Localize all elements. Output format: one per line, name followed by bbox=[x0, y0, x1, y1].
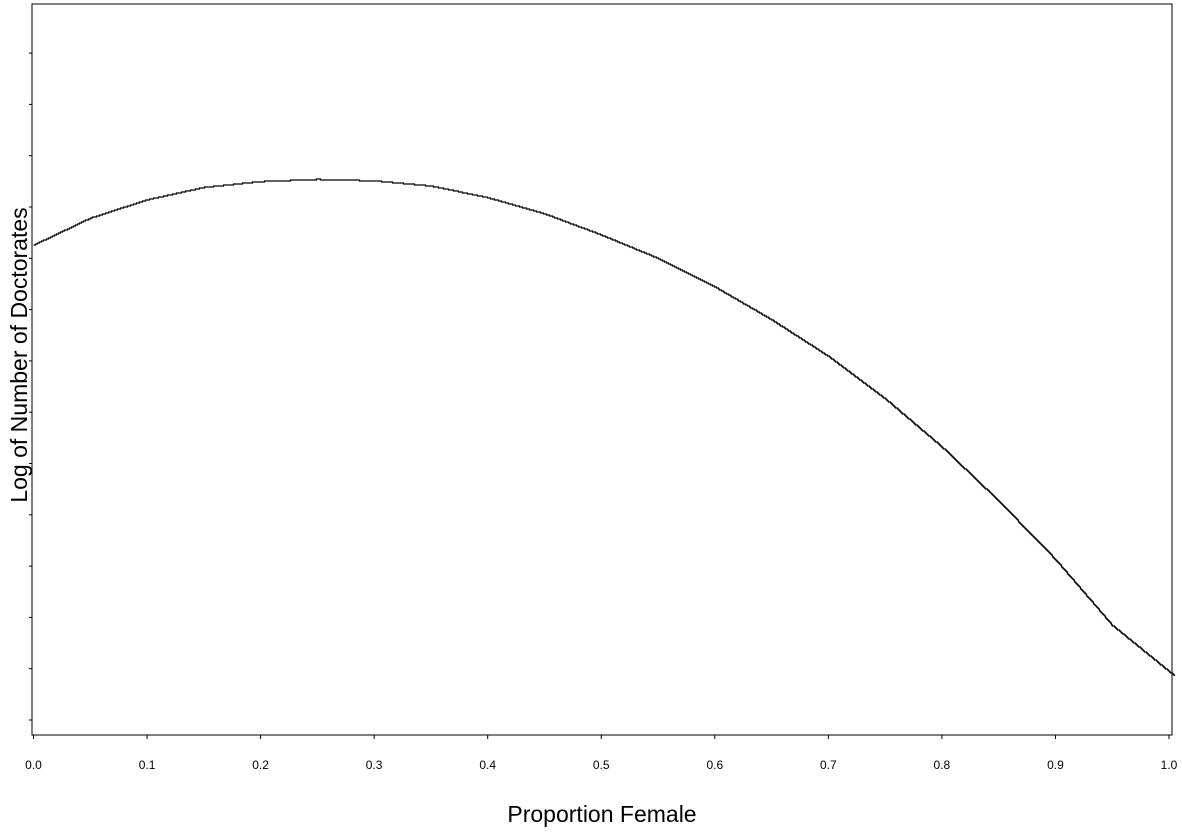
x-tick-label: 0.9 bbox=[1047, 758, 1064, 772]
series-line bbox=[33, 178, 1176, 676]
x-tick-label: 0.1 bbox=[139, 758, 156, 772]
x-axis-ticks bbox=[33, 735, 1170, 739]
x-tick-label: 0.3 bbox=[366, 758, 383, 772]
y-axis-ticks bbox=[29, 52, 32, 721]
x-tick-label: 0.8 bbox=[934, 758, 951, 772]
x-tick-label: 1.0 bbox=[1161, 758, 1178, 772]
x-tick-label: 0.0 bbox=[25, 758, 42, 772]
x-tick-label: 0.4 bbox=[479, 758, 496, 772]
y-axis-label: Log of Number of Doctorates bbox=[6, 207, 32, 502]
plot-frame bbox=[31, 3, 1173, 736]
x-tick-label: 0.2 bbox=[252, 758, 269, 772]
x-tick-label: 0.5 bbox=[593, 758, 610, 772]
x-axis-tick-labels: 0.0 0.1 0.2 0.3 0.4 0.5 0.6 0.7 0.8 0.9 1.0 bbox=[25, 758, 1178, 772]
x-axis-label: Proportion Female bbox=[507, 801, 696, 827]
x-tick-label: 0.7 bbox=[820, 758, 837, 772]
x-tick-label: 0.6 bbox=[706, 758, 723, 772]
